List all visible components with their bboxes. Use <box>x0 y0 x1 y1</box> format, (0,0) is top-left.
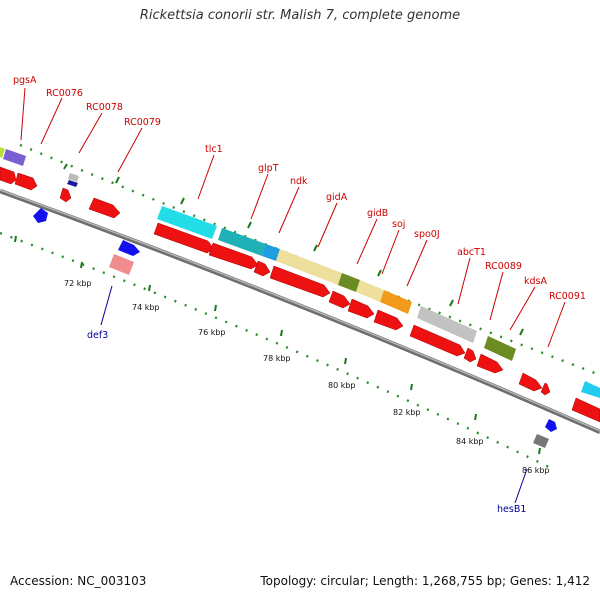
gene-labels-top: pgsA RC0076 RC0078 RC0079 tlc1 glpT ndk … <box>13 75 586 302</box>
tick-label-82kbp: 82 kbp <box>393 408 421 417</box>
tick-label-72kbp: 72 kbp <box>64 279 92 288</box>
gene-label-gidA: gidA <box>326 192 348 203</box>
gene-label-soj: soj <box>392 219 405 230</box>
tick-label-80kbp: 80 kbp <box>328 381 356 390</box>
gene-label-hesB1: hesB1 <box>497 504 526 515</box>
gene-label-def3: def3 <box>87 330 108 341</box>
gene-pgsA-feature <box>0 147 5 158</box>
gene-abcT1-feature <box>417 306 477 343</box>
tick-label-76kbp: 76 kbp <box>198 328 226 337</box>
gene-hesB1-feature <box>533 434 549 448</box>
gene-gidA-feature <box>276 249 342 285</box>
map-title: Rickettsia conorii str. Malish 7, comple… <box>139 8 461 23</box>
gene-label-leaders <box>20 87 566 348</box>
gene-spo0J-feature <box>380 290 412 314</box>
tick-label-74kbp: 74 kbp <box>132 303 160 312</box>
tick-label-84kbp: 84 kbp <box>456 437 484 446</box>
tick-labels: 72 kbp 74 kbp 76 kbp 78 kbp 80 kbp 82 kb… <box>64 279 550 475</box>
gene-soj-feature <box>356 280 384 302</box>
gene-arrows-red <box>0 166 600 423</box>
gene-label-kdsA: kdsA <box>524 276 547 287</box>
gene-RC0078-feature <box>67 180 78 187</box>
gene-features-top <box>0 147 600 398</box>
gene-labels-bottom: def3 hesB1 <box>87 330 526 515</box>
gene-label-glpT: glpT <box>258 163 279 174</box>
gene-label-abcT1: abcT1 <box>457 247 486 258</box>
genome-summary: Topology: circular; Length: 1,268,755 bp… <box>260 574 590 588</box>
accession-label: Accession: NC_003103 <box>10 574 147 588</box>
gene-def3-arrow <box>33 208 48 223</box>
inner-ticks <box>14 235 541 455</box>
gene-pgsA-feature <box>3 149 26 166</box>
gene-label-pgsA: pgsA <box>13 75 37 86</box>
gene-label-RC0091: RC0091 <box>549 291 586 302</box>
gene-glpT-feature <box>218 228 266 256</box>
gene-label-ndk: ndk <box>290 176 308 187</box>
gene-label-gidB: gidB <box>367 208 388 219</box>
gene-ndk-feature <box>262 244 280 261</box>
gene-RC0076-feature <box>68 173 79 182</box>
gene-def3-feature <box>109 254 134 275</box>
gene-label-tlc1: tlc1 <box>205 144 223 155</box>
gene-label-spo0J: spo0J <box>414 229 440 240</box>
tick-label-78kbp: 78 kbp <box>263 354 291 363</box>
gene-label-RC0089: RC0089 <box>485 261 522 272</box>
gene-RC0089-feature <box>484 336 516 361</box>
gene-RC0091-feature <box>581 381 600 398</box>
tick-label-86kbp: 86 kbp <box>522 466 550 475</box>
gene-features-bottom <box>33 208 557 448</box>
gene-label-RC0079: RC0079 <box>124 117 161 128</box>
outer-ticks <box>63 163 524 336</box>
gene-gidB-feature <box>338 273 360 292</box>
gene-hesB1-arrow <box>545 419 557 432</box>
gene-def3-arrow <box>118 240 140 256</box>
inner-dotted-circle <box>0 231 556 472</box>
gene-label-leaders-bottom <box>100 285 528 504</box>
gene-label-RC0076: RC0076 <box>46 88 83 99</box>
genome-backbone <box>0 188 600 435</box>
gene-label-RC0078: RC0078 <box>86 102 123 113</box>
gene-tlc1-feature <box>157 206 217 239</box>
